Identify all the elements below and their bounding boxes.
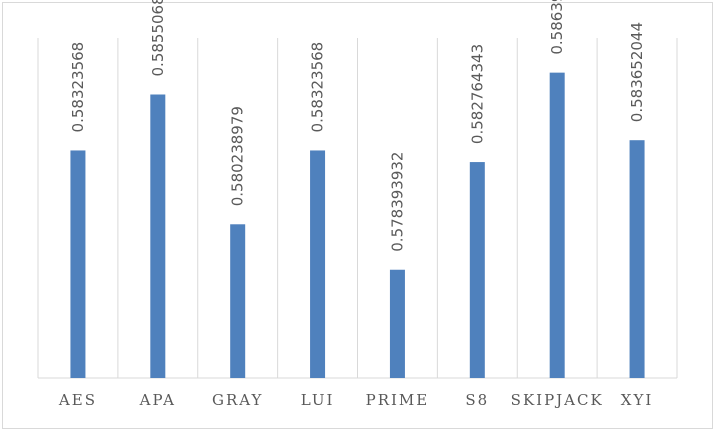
value-label: 0.585506841 [149, 0, 167, 76]
category-label: XYI [621, 391, 654, 409]
bar-xyi [629, 140, 645, 378]
category-label: PRIME [366, 391, 430, 409]
value-label: 0.578393932 [388, 152, 406, 252]
value-label: 0.586393901 [548, 0, 566, 55]
bar-aes [70, 150, 86, 378]
value-label: 0.58323568 [69, 42, 87, 133]
value-label: 0.58323568 [309, 42, 327, 133]
category-label: LUI [301, 391, 335, 409]
category-label: APA [139, 391, 176, 409]
category-label: AES [58, 391, 97, 409]
bar-s8 [469, 162, 485, 378]
value-label: 0.583652044 [628, 22, 646, 122]
bar-skipjack [549, 72, 565, 379]
value-label: 0.580238979 [229, 106, 247, 206]
category-label: SKIPJACK [511, 391, 604, 409]
bar-lui [310, 150, 326, 378]
bar-prime [389, 269, 405, 378]
bar-gray [230, 224, 246, 378]
value-label: 0.582764343 [468, 44, 486, 144]
bar-apa [150, 94, 166, 379]
category-label: GRAY [212, 391, 263, 409]
category-label: S8 [465, 391, 489, 409]
